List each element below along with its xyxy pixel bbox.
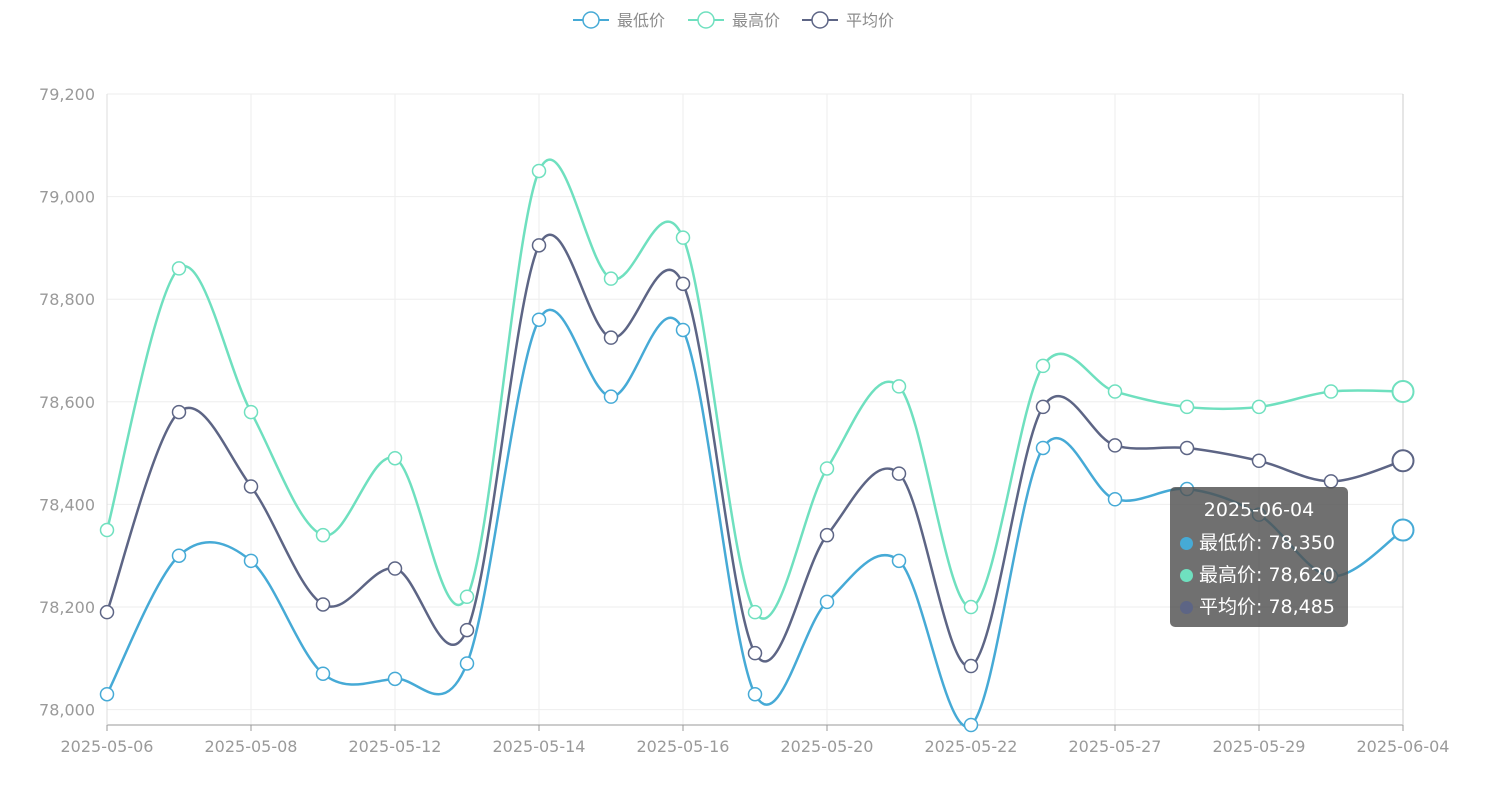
legend-circle-icon (811, 11, 829, 29)
grid-lines (106, 93, 1404, 725)
data-point-avg-price[interactable] (459, 622, 475, 638)
legend-circle-icon (582, 11, 600, 29)
data-point-min-price[interactable] (891, 553, 907, 569)
data-point-avg-price[interactable] (99, 604, 115, 620)
x-tick-label: 2025-06-04 (1357, 737, 1450, 756)
axes: 78,000 78,200 78,400 78,600 78,800 79,000 79,2… (39, 85, 1449, 756)
data-point-min-price[interactable] (243, 553, 259, 569)
y-tick-label: 79,200 (39, 85, 95, 104)
data-point-max-price[interactable] (531, 163, 547, 179)
x-tick-label: 2025-05-12 (349, 737, 442, 756)
data-point-min-price[interactable] (531, 312, 547, 327)
data-point-max-price[interactable] (315, 527, 331, 543)
data-point-max-price[interactable] (603, 271, 619, 286)
y-tick-label: 78,200 (39, 598, 95, 617)
data-point-max-price[interactable] (1391, 380, 1415, 404)
x-tick-label: 2025-05-14 (493, 737, 586, 756)
data-point-max-price[interactable] (963, 599, 979, 615)
data-point-min-price[interactable] (675, 322, 691, 338)
data-point-avg-price[interactable] (1251, 453, 1267, 469)
data-point-max-price[interactable] (99, 522, 115, 538)
data-point-max-price[interactable] (459, 589, 475, 604)
data-point-avg-price[interactable] (675, 276, 691, 292)
data-point-min-price[interactable] (603, 389, 619, 404)
data-point-min-price[interactable] (819, 594, 835, 610)
x-tick-label: 2025-05-27 (1069, 737, 1162, 756)
tooltip-row-avg: 平均价: 78,485 (1180, 591, 1338, 623)
data-point-avg-price[interactable] (603, 330, 619, 345)
tooltip-dot-avg (1180, 600, 1193, 614)
data-point-min-price[interactable] (459, 656, 475, 671)
x-tick-label: 2025-05-16 (637, 737, 730, 756)
data-point-min-price[interactable] (99, 686, 115, 702)
legend-label: 最低价 (617, 11, 665, 30)
data-point-max-price[interactable] (171, 261, 187, 276)
y-tick-label: 78,400 (39, 495, 95, 514)
data-point-avg-price[interactable] (387, 561, 403, 576)
data-point-avg-price[interactable] (171, 404, 187, 420)
legend-item-min-price[interactable]: 最低价 (573, 11, 665, 30)
legend-circle-icon (697, 11, 715, 29)
data-point-max-price[interactable] (1107, 384, 1123, 399)
x-tick-label: 2025-05-20 (781, 737, 874, 756)
tooltip-title: 2025-06-04 (1203, 499, 1315, 521)
data-point-max-price[interactable] (387, 450, 403, 466)
data-point-min-price[interactable] (747, 686, 763, 702)
data-point-max-price[interactable] (1251, 399, 1267, 415)
data-point-avg-price[interactable] (243, 479, 259, 494)
y-tick-label: 79,000 (39, 188, 95, 207)
legend-item-avg-price[interactable]: 平均价 (802, 11, 894, 30)
data-point-avg-price[interactable] (531, 238, 547, 253)
legend-item-max-price[interactable]: 最高价 (688, 11, 780, 30)
data-point-max-price[interactable] (675, 230, 691, 245)
data-point-max-price[interactable] (891, 379, 907, 394)
data-point-max-price[interactable] (1035, 358, 1051, 374)
tooltip-dot-max (1180, 568, 1193, 582)
data-point-avg-price[interactable] (891, 466, 907, 481)
data-point-avg-price[interactable] (819, 527, 835, 543)
data-point-max-price[interactable] (243, 404, 259, 420)
data-point-min-price[interactable] (1035, 440, 1051, 456)
data-point-avg-price[interactable] (1179, 440, 1195, 456)
data-point-avg-price[interactable] (963, 658, 979, 674)
data-point-max-price[interactable] (1179, 399, 1195, 415)
data-point-min-price[interactable] (171, 548, 187, 563)
legend-label: 平均价 (846, 11, 894, 30)
data-point-avg-price[interactable] (1107, 438, 1123, 453)
data-point-min-price[interactable] (963, 717, 979, 733)
data-point-min-price[interactable] (315, 666, 331, 681)
tooltip-label-min: 最低价: 78,350 (1199, 532, 1335, 554)
tooltip-dot-min (1180, 536, 1193, 550)
tooltip: 2025-06-04 最低价: 78,350 最高价: 78,620 平均价: … (1170, 487, 1348, 627)
data-point-max-price[interactable] (1323, 384, 1339, 399)
x-tick-label: 2025-05-22 (925, 737, 1018, 756)
data-point-avg-price[interactable] (1391, 449, 1415, 473)
data-point-max-price[interactable] (747, 604, 763, 620)
legend-label: 最高价 (732, 11, 780, 30)
tooltip-row-max: 最高价: 78,620 (1180, 559, 1338, 591)
series-lines (105, 158, 1404, 728)
legend[interactable]: 最低价 最高价 平均价 (573, 11, 894, 30)
data-point-max-price[interactable] (819, 461, 835, 476)
data-point-min-price[interactable] (1107, 492, 1123, 507)
tooltip-label-max: 最高价: 78,620 (1199, 564, 1335, 586)
data-point-avg-price[interactable] (1323, 474, 1339, 489)
series-points[interactable] (99, 163, 1415, 733)
data-point-min-price[interactable] (1391, 518, 1415, 542)
x-tick-label: 2025-05-29 (1213, 737, 1306, 756)
data-point-avg-price[interactable] (315, 597, 331, 612)
y-tick-label: 78,600 (39, 393, 95, 412)
tooltip-row-min: 最低价: 78,350 (1180, 527, 1338, 559)
data-point-avg-price[interactable] (1035, 399, 1051, 415)
x-tick-label: 2025-05-08 (205, 737, 298, 756)
data-point-avg-price[interactable] (747, 645, 763, 661)
tooltip-label-avg: 平均价: 78,485 (1199, 596, 1335, 618)
data-point-min-price[interactable] (387, 671, 403, 687)
x-tick-label: 2025-05-06 (61, 737, 154, 756)
y-tick-label: 78,000 (39, 701, 95, 720)
y-tick-label: 78,800 (39, 290, 95, 309)
